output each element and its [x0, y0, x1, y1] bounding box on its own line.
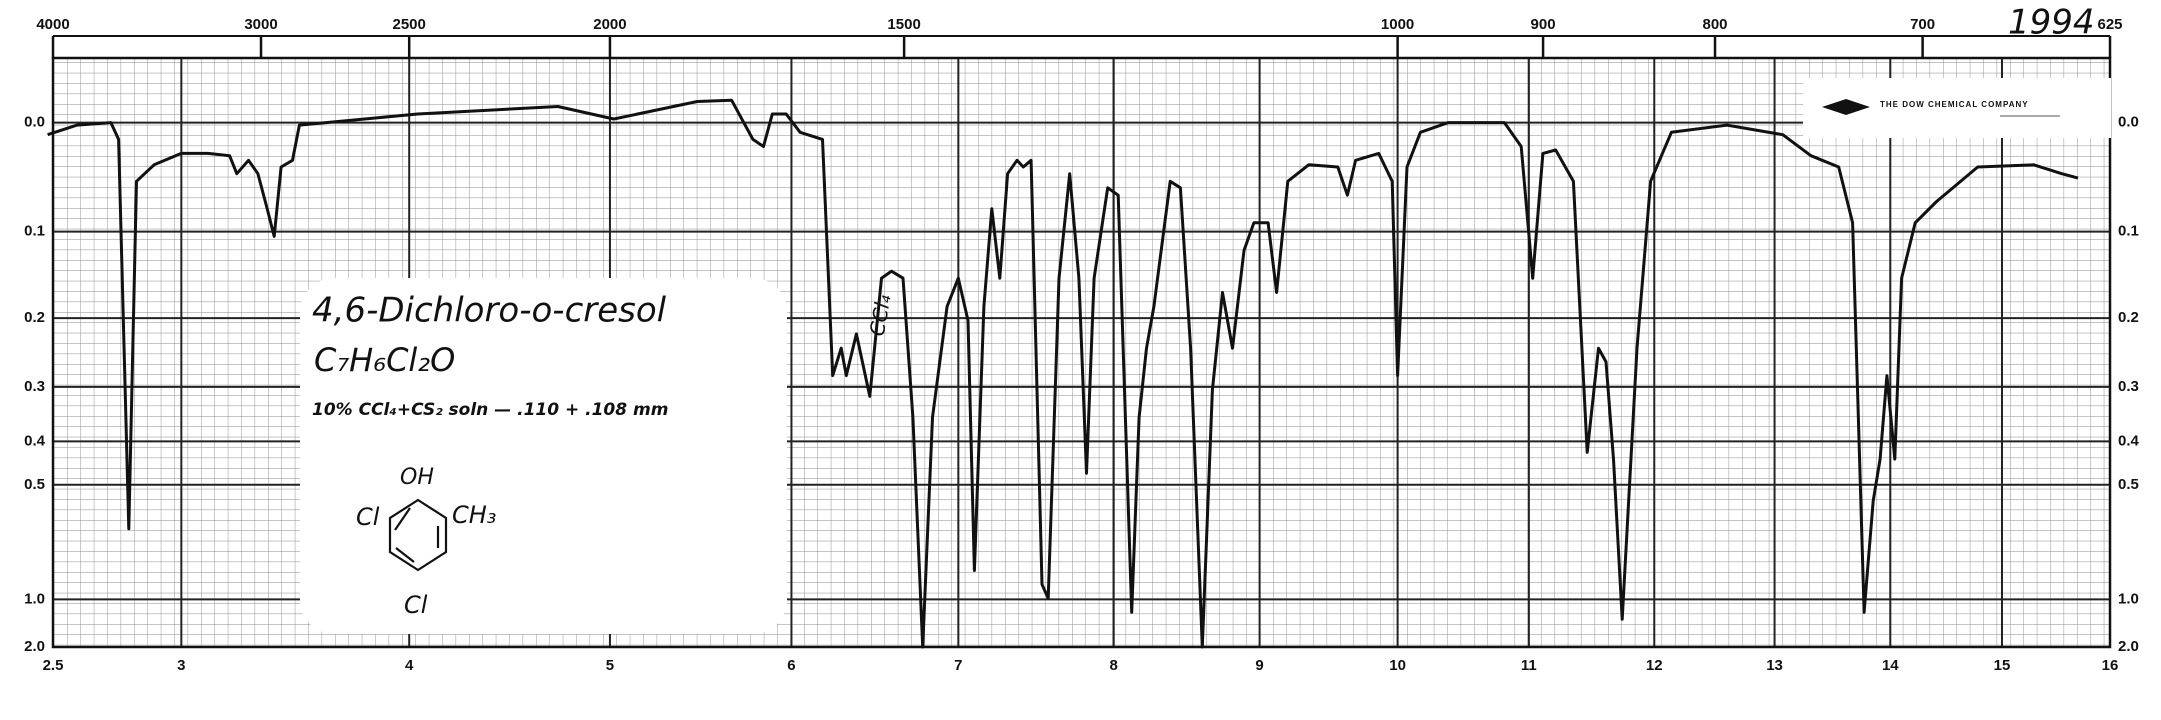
- x-tick-label: 6: [787, 657, 795, 674]
- spectrum-number: 1994: [2008, 3, 2095, 43]
- y-tick-label-right: 0.2: [2118, 309, 2139, 326]
- y-tick-label-right: 2.0: [2118, 638, 2139, 655]
- company-logo: [1822, 99, 1870, 115]
- company-name: THE DOW CHEMICAL COMPANY: [1880, 100, 2029, 109]
- x2-tick-label: 800: [1703, 16, 1728, 33]
- y-tick-label: 0.5: [24, 476, 45, 493]
- structure-label: CH₃: [452, 501, 496, 529]
- structure: [388, 498, 448, 572]
- y-tick-label: 0.3: [24, 378, 45, 395]
- x-tick-label: 13: [1766, 657, 1783, 674]
- x2-tick-label: 700: [1910, 16, 1935, 33]
- structure-label: Cl: [356, 503, 380, 531]
- x2-tick-label: 2000: [593, 16, 626, 33]
- y-tick-label-right: 0.5: [2118, 476, 2139, 493]
- y-tick-label: 0.0: [24, 114, 45, 131]
- y-tick-label: 2.0: [24, 638, 45, 655]
- y-tick-label-right: 1.0: [2118, 590, 2139, 607]
- structure-label: Cl: [404, 591, 428, 619]
- x2-tick-label: 900: [1531, 16, 1556, 33]
- x-tick-label: 12: [1646, 657, 1663, 674]
- axes: 0.0 0.0 0.1 0.1 0.2 0.2 0.3 0.3 0.4 0.4 0.5 0.5 1.0 1…: [24, 16, 2139, 674]
- y-tick-label: 0.2: [24, 309, 45, 326]
- x2-tick-label: 4000: [36, 16, 69, 33]
- compound-name: 4,6-Dichloro-o-cresol: [312, 291, 667, 331]
- x-tick-label: 7: [954, 657, 962, 674]
- y-tick-label-right: 0.0: [2118, 114, 2139, 131]
- x2-tick-label: 625: [2097, 16, 2122, 33]
- x2-tick-label: 1000: [1381, 16, 1414, 33]
- x2-tick-label: 3000: [244, 16, 277, 33]
- x-tick-label: 4: [405, 657, 414, 674]
- x-tick-label: 11: [1521, 657, 1537, 674]
- sample-note: 10% CCl₄+CS₂ soln — .110 + .108 mm: [312, 400, 668, 420]
- x2-tick-label: 2500: [393, 16, 426, 33]
- x-tick-label: 15: [1994, 657, 2011, 674]
- spectrum-line: [47, 98, 2079, 649]
- x-tick-label: 10: [1389, 657, 1406, 674]
- x-tick-label: 5: [606, 657, 614, 674]
- x-tick-label: 14: [1882, 657, 1899, 674]
- x-tick-label: 3: [177, 657, 185, 674]
- note-box: [300, 278, 787, 634]
- y-tick-label-right: 0.4: [2118, 432, 2140, 449]
- y-tick-label: 0.4: [24, 432, 46, 449]
- y-tick-label-right: 0.3: [2118, 378, 2139, 395]
- x-tick-label: 8: [1110, 657, 1118, 674]
- x-tick-label: 2.5: [43, 657, 64, 674]
- y-tick-label: 0.1: [24, 223, 45, 240]
- y-tick-label: 1.0: [24, 590, 45, 607]
- x2-tick-label: 1500: [887, 16, 920, 33]
- x-tick-label: 9: [1255, 657, 1263, 674]
- y-tick-label-right: 0.1: [2118, 223, 2139, 240]
- plot-frame: [51, 56, 2112, 649]
- x-tick-label: 16: [2102, 657, 2119, 674]
- formula: C₇H₆Cl₂O: [314, 341, 455, 379]
- structure-label: OH: [400, 465, 434, 490]
